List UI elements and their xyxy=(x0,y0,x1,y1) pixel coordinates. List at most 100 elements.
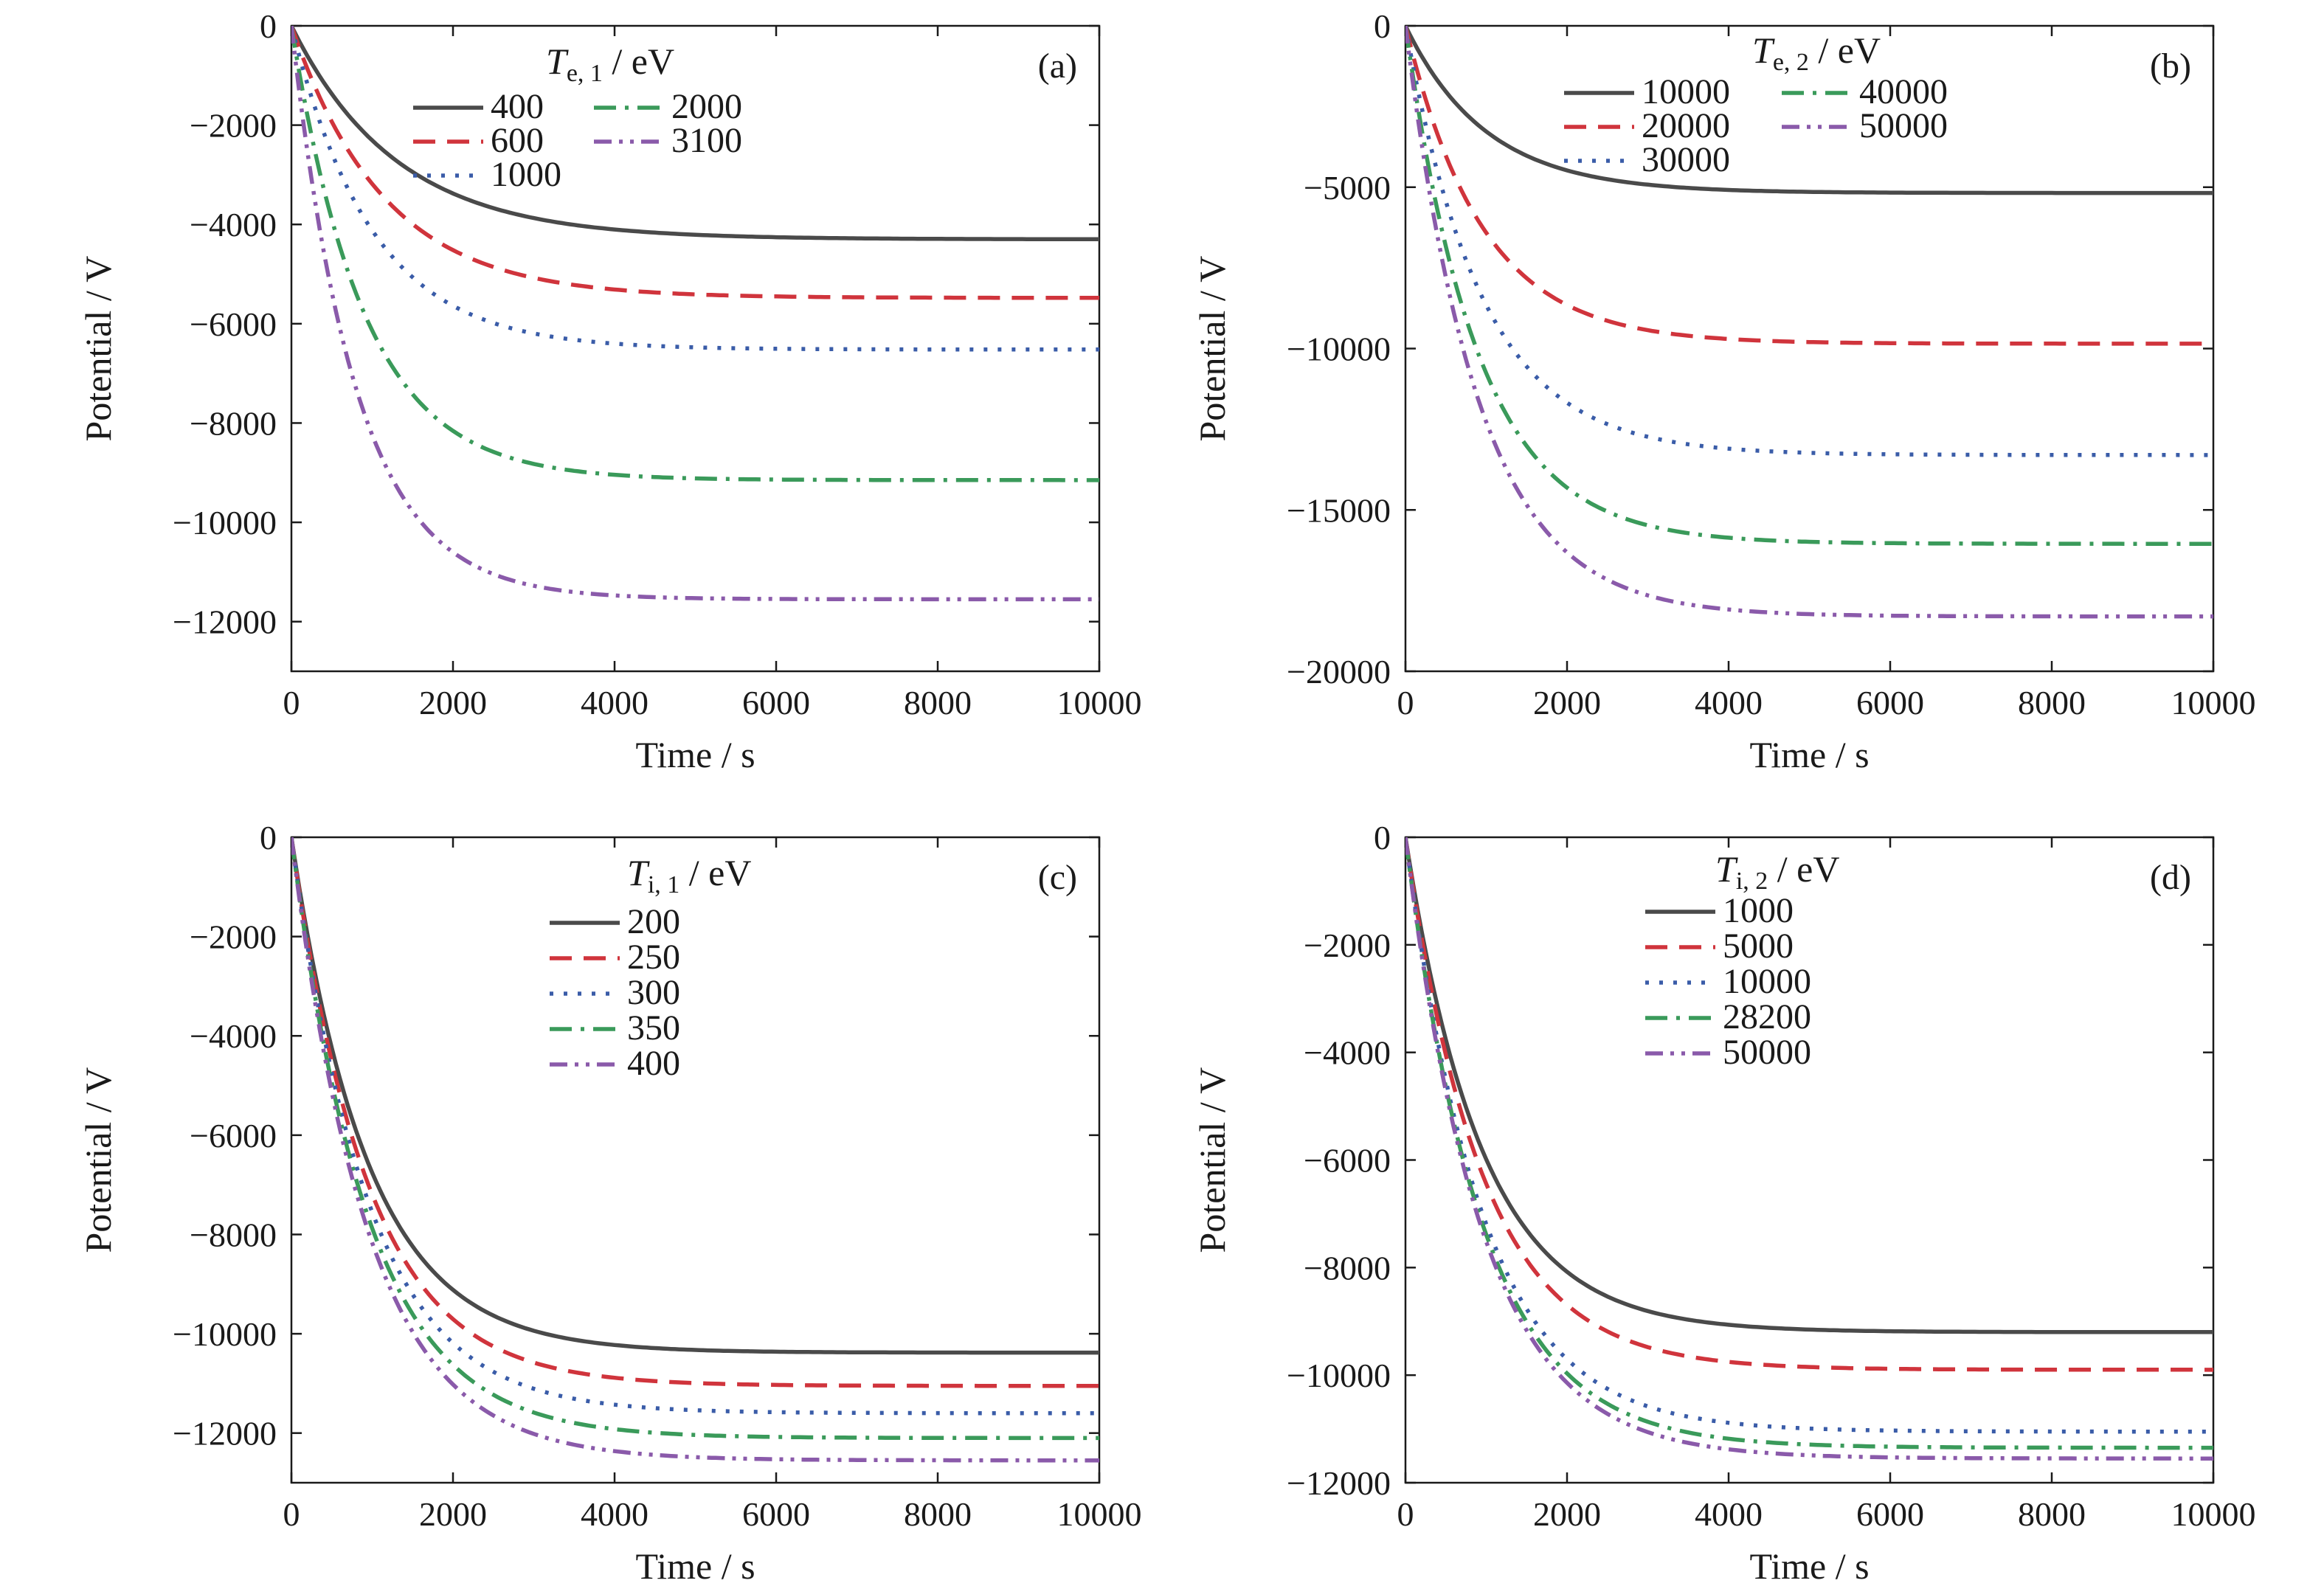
legend-label-1000: 1000 xyxy=(491,155,561,194)
x-tick-label: 4000 xyxy=(1695,684,1763,721)
x-tick-label: 0 xyxy=(283,684,300,721)
x-axis-title: Time / s xyxy=(1749,1545,1869,1586)
y-tick-label: 0 xyxy=(1374,819,1391,856)
legend-title-unit: / eV xyxy=(603,41,674,82)
plot-frame xyxy=(290,836,1101,1484)
x-axis-title: Time / s xyxy=(635,1545,755,1586)
x-tick-label: 2000 xyxy=(419,1495,487,1533)
series-line-5000 xyxy=(1405,837,2213,1372)
legend-label-2000: 2000 xyxy=(671,87,742,126)
legend-label-200: 200 xyxy=(627,902,680,941)
y-tick-label: −8000 xyxy=(190,1216,277,1253)
legend-label-20000: 20000 xyxy=(1642,106,1730,145)
legend-title-unit: / eV xyxy=(679,852,751,893)
legend-title: Te, 1 / eV xyxy=(546,41,674,87)
y-tick-label: −15000 xyxy=(1287,491,1391,529)
y-tick-label: −2000 xyxy=(190,918,277,956)
y-tick-label: −8000 xyxy=(1304,1249,1391,1287)
legend-title-unit: / eV xyxy=(1768,848,1839,890)
y-tick-label: −10000 xyxy=(1287,1357,1391,1394)
x-axis-title: Time / s xyxy=(635,734,755,775)
x-tick-label: 10000 xyxy=(2171,684,2256,721)
y-tick-label: −8000 xyxy=(190,404,277,442)
y-tick-label: −2000 xyxy=(190,107,277,145)
y-tick-label: −12000 xyxy=(173,1415,277,1452)
legend-title-subscript: i, 2 xyxy=(1736,868,1768,895)
legend-label-50000: 50000 xyxy=(1723,1033,1811,1072)
series-line-200 xyxy=(291,837,1099,1355)
legend-label-28200: 28200 xyxy=(1723,997,1811,1036)
x-tick-label: 6000 xyxy=(742,1495,810,1533)
legend-title-symbol: T xyxy=(546,41,569,82)
legend-label-300: 300 xyxy=(627,973,680,1012)
x-tick-label: 4000 xyxy=(581,684,649,721)
series-line-350 xyxy=(291,837,1099,1441)
legend-label-600: 600 xyxy=(491,121,544,160)
y-tick-label: −6000 xyxy=(190,305,277,343)
x-tick-label: 0 xyxy=(1397,684,1414,721)
series-line-10000 xyxy=(1405,837,2213,1434)
legend-label-50000: 50000 xyxy=(1859,106,1948,145)
x-tick-label: 10000 xyxy=(1057,684,1142,721)
series-line-20000 xyxy=(1405,26,2213,346)
legend-title: Ti, 1 / eV xyxy=(627,852,751,898)
series-line-1000 xyxy=(1405,837,2213,1334)
y-tick-label: −6000 xyxy=(1304,1142,1391,1180)
legend-label-350: 350 xyxy=(627,1008,680,1047)
legend-title-symbol: T xyxy=(1752,30,1775,71)
x-tick-label: 8000 xyxy=(2018,1495,2086,1533)
y-tick-label: −4000 xyxy=(1304,1034,1391,1072)
legend-title-subscript: i, 1 xyxy=(648,871,679,898)
legend-label-40000: 40000 xyxy=(1859,72,1948,111)
legend-title: Ti, 2 / eV xyxy=(1715,848,1839,895)
legend-title-subscript: e, 1 xyxy=(567,60,603,87)
panel-label: (a) xyxy=(1038,46,1077,86)
legend-label-250: 250 xyxy=(627,938,680,977)
y-axis-title: Potential / V xyxy=(1192,1067,1233,1253)
series-line-3100 xyxy=(291,26,1099,602)
y-tick-label: −4000 xyxy=(190,1017,277,1055)
y-tick-label: −6000 xyxy=(190,1117,277,1154)
legend-title-subscript: e, 2 xyxy=(1773,49,1809,76)
legend-title-symbol: T xyxy=(627,852,650,893)
series-line-40000 xyxy=(1405,26,2213,546)
legend-label-10000: 10000 xyxy=(1723,962,1811,1001)
panel-label: (c) xyxy=(1038,858,1077,897)
series-line-1000 xyxy=(291,26,1099,352)
series-line-300 xyxy=(291,837,1099,1416)
plot-frame xyxy=(1404,836,2215,1484)
chart-panel-b: 0 2000 4000 6000 8000 10000 0 −5000 −10000 −15000… xyxy=(1192,7,2256,775)
series-line-30000 xyxy=(1405,26,2213,457)
x-tick-label: 4000 xyxy=(1695,1495,1763,1533)
legend-title: Te, 2 / eV xyxy=(1752,30,1881,76)
y-tick-label: 0 xyxy=(1374,7,1391,45)
legend-title-unit: / eV xyxy=(1809,30,1881,71)
y-tick-label: −12000 xyxy=(173,603,277,641)
legend-label-400: 400 xyxy=(491,87,544,126)
series-line-50000 xyxy=(1405,837,2213,1461)
x-tick-label: 6000 xyxy=(742,684,810,721)
chart-panel-d: 0 2000 4000 6000 8000 10000 0 −2000 −4000 −6000 −8… xyxy=(1192,819,2256,1586)
x-tick-label: 8000 xyxy=(904,1495,972,1533)
legend-label-30000: 30000 xyxy=(1642,140,1730,179)
legend-label-5000: 5000 xyxy=(1723,927,1794,966)
series-line-10000 xyxy=(1405,26,2213,195)
series-line-600 xyxy=(291,26,1099,300)
y-axis-title: Potential / V xyxy=(77,1067,119,1253)
y-tick-label: −5000 xyxy=(1304,169,1391,207)
y-tick-label: −10000 xyxy=(1287,330,1391,368)
legend-label-10000: 10000 xyxy=(1642,72,1730,111)
y-axis-title: Potential / V xyxy=(77,256,119,442)
y-tick-label: −10000 xyxy=(173,504,277,541)
y-tick-label: −10000 xyxy=(173,1315,277,1353)
series-line-28200 xyxy=(1405,837,2213,1450)
y-tick-label: 0 xyxy=(260,7,277,45)
x-tick-label: 0 xyxy=(1397,1495,1414,1533)
series-line-2000 xyxy=(291,26,1099,482)
chart-panel-c: 0 2000 4000 6000 8000 10000 0 −2000 −4000 −6000 −8… xyxy=(77,819,1142,1586)
